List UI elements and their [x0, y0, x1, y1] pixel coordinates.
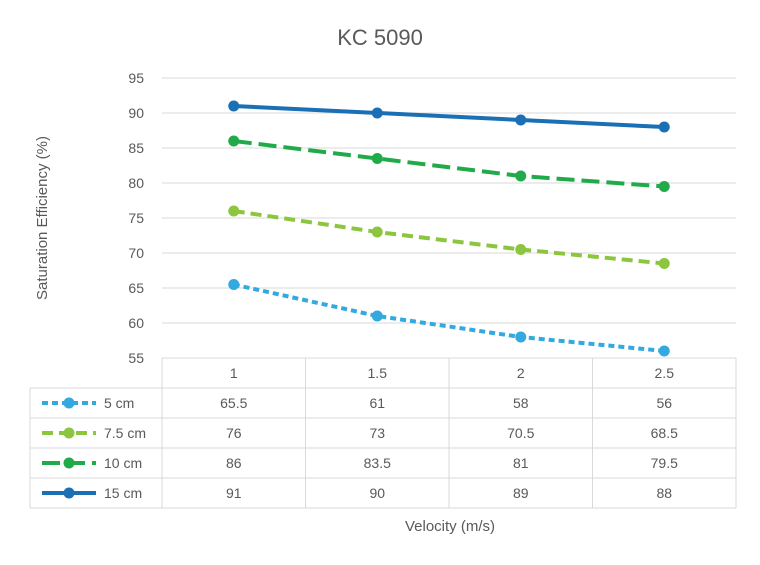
data-point	[371, 226, 383, 238]
chart-title: KC 5090	[337, 25, 423, 50]
y-tick-label: 55	[128, 350, 144, 366]
table-cell: 73	[369, 425, 385, 441]
y-axis-label: Saturation Efficiency (%)	[34, 136, 51, 300]
y-tick-label: 75	[128, 210, 144, 226]
table-cell: 56	[656, 395, 672, 411]
table-cell: 68.5	[651, 425, 678, 441]
series-line	[233, 139, 665, 189]
table-cell: 89	[513, 485, 529, 501]
y-tick-label: 95	[128, 70, 144, 86]
data-point	[515, 244, 527, 255]
data-point	[228, 135, 240, 147]
table-cell: 58	[513, 395, 529, 411]
data-point	[658, 181, 670, 192]
data-point	[228, 205, 240, 217]
legend-key	[42, 487, 96, 499]
x-tick-label: 2	[517, 365, 525, 381]
table-cell: 81	[513, 455, 529, 471]
x-tick-label: 2.5	[655, 365, 675, 381]
table-cell: 79.5	[651, 455, 678, 471]
y-tick-label: 90	[128, 105, 144, 121]
legend-key	[42, 457, 96, 469]
y-tick-labels: 55 60 65 70 75 80 85 90 95	[128, 70, 144, 366]
table-cell: 65.5	[220, 395, 247, 411]
table-cell: 61	[369, 395, 385, 411]
legend-key	[42, 397, 96, 409]
data-point	[371, 310, 383, 322]
grid	[162, 77, 736, 359]
legend-key	[42, 427, 96, 439]
legend-label: 7.5 cm	[104, 425, 146, 441]
data-table: 1 1.5 2 2.5 5 cm 65.5 61 58 56 7.5 cm 76 73 70.5 68.5…	[29, 358, 737, 509]
data-point	[371, 107, 383, 119]
data-point	[515, 170, 527, 182]
table-cell: 88	[656, 485, 672, 501]
series-5-cm	[228, 279, 670, 357]
x-tick-label: 1	[230, 365, 238, 381]
series-7-5-cm	[228, 205, 670, 269]
table-cell: 86	[226, 455, 242, 471]
legend-label: 5 cm	[104, 395, 134, 411]
y-tick-label: 80	[128, 175, 144, 191]
table-cell: 70.5	[507, 425, 534, 441]
y-tick-label: 85	[128, 140, 144, 156]
table-cell: 83.5	[364, 455, 391, 471]
x-tick-label: 1.5	[368, 365, 388, 381]
series-10-cm	[228, 135, 670, 192]
series-line	[233, 282, 665, 353]
y-tick-label: 65	[128, 280, 144, 296]
data-point	[658, 345, 670, 357]
data-point	[228, 279, 240, 290]
x-axis-label: Velocity (m/s)	[405, 518, 495, 535]
data-point	[515, 114, 527, 126]
series-line	[233, 104, 665, 129]
series-15-cm	[228, 100, 670, 133]
data-point	[515, 331, 527, 343]
legend-label: 10 cm	[104, 455, 142, 471]
data-point	[658, 258, 670, 269]
y-tick-label: 60	[128, 315, 144, 331]
series-line	[233, 209, 665, 266]
table-cell: 91	[226, 485, 242, 501]
data-point	[371, 153, 383, 164]
y-tick-label: 70	[128, 245, 144, 261]
data-point	[658, 121, 670, 133]
series-lines	[228, 100, 670, 357]
table-cell: 90	[369, 485, 385, 501]
table-cell: 76	[226, 425, 242, 441]
legend-label: 15 cm	[104, 485, 142, 501]
data-point	[228, 100, 240, 112]
